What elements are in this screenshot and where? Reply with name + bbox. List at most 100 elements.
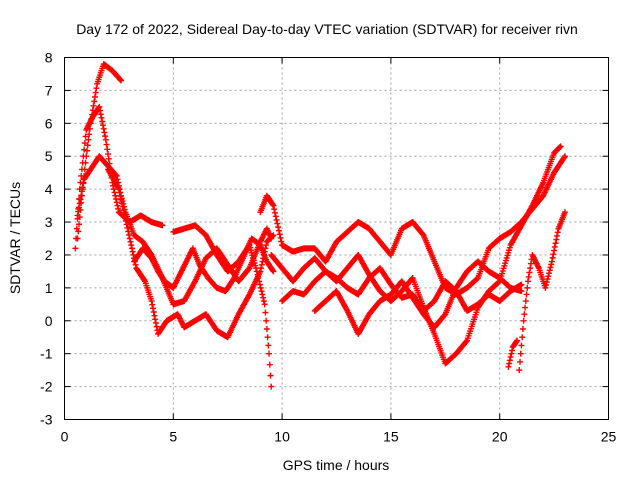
data-point-marker [271,206,278,213]
data-point-marker [267,372,274,379]
data-point-marker [112,192,119,199]
series-track-6 [170,222,275,390]
data-point-marker [270,268,277,275]
data-point-marker [97,111,104,118]
data-point-marker [556,144,563,151]
data-point-marker [100,125,107,132]
data-point-marker [141,277,148,284]
data-point-marker [77,196,84,203]
data-point-marker [127,238,134,245]
data-point-marker [123,221,130,228]
data-point-marker [78,192,85,199]
data-point-marker [561,153,568,160]
y-tick-label: -1 [40,346,53,362]
series-track-11 [505,337,521,370]
data-point-marker [524,284,531,291]
series-track-1 [74,61,125,242]
data-point-marker [518,342,525,349]
data-point-marker [255,274,262,281]
data-point-marker [506,357,513,364]
data-point-marker [119,200,126,207]
data-point-marker [99,122,106,129]
data-point-marker [548,261,555,268]
data-point-marker [263,242,270,249]
data-point-marker [277,234,284,241]
data-point-marker [551,243,558,250]
series-track-4 [105,166,277,341]
data-point-marker [550,251,557,258]
data-point-marker [269,201,276,208]
data-point-marker [257,284,264,291]
data-point-marker [519,334,526,341]
data-point-marker [148,298,155,305]
x-tick-label: 5 [169,429,177,445]
data-point-marker [91,98,98,105]
data-point-marker [76,200,83,207]
data-point-marker [561,209,568,216]
data-point-marker [525,273,532,280]
data-point-marker [124,224,131,231]
data-point-marker [516,367,523,374]
data-point-marker [119,203,126,210]
data-point-marker [91,93,98,100]
data-point-marker [553,236,560,243]
data-point-marker [261,301,268,308]
data-point-marker [126,231,133,238]
grid-layer [64,57,609,420]
data-point-marker [506,360,513,367]
x-tick-label: 0 [61,429,69,445]
data-point-marker [105,155,112,162]
data-point-marker [102,136,109,143]
data-point-marker [508,350,515,357]
data-point-marker [522,304,529,311]
data-point-marker [153,323,160,330]
data-point-marker [128,242,135,249]
data-point-marker [505,363,512,370]
data-point-marker [256,278,263,285]
series-track-10 [311,258,525,337]
data-point-marker [258,261,265,268]
data-point-marker [259,291,266,298]
data-point-marker [105,151,112,158]
data-point-marker [96,103,103,110]
data-point-marker [527,260,534,267]
data-point-marker [79,184,86,191]
data-point-marker [118,196,125,203]
data-point-marker [78,172,85,179]
data-point-marker [99,118,106,125]
data-point-marker [103,141,110,148]
data-point-marker [77,179,84,186]
data-point-marker [79,159,86,166]
data-point-marker [509,347,516,354]
data-point-marker [260,298,267,305]
data-point-marker [270,202,277,209]
data-point-marker [266,350,273,357]
data-point-marker [81,146,88,153]
data-point-marker [115,205,122,212]
data-point-marker [159,222,166,229]
data-point-marker [524,278,531,285]
data-point-marker [260,294,267,301]
data-point-marker [128,245,135,252]
data-point-marker [112,196,119,203]
data-point-marker [518,281,525,288]
data-point-marker [276,231,283,238]
data-point-marker [81,140,88,147]
data-point-marker [73,235,80,242]
data-point-marker [93,85,100,92]
data-point-marker [507,353,514,360]
data-point-marker [74,212,81,219]
data-point-marker [527,265,534,272]
data-point-marker [122,217,129,224]
data-point-marker [522,298,529,305]
x-tick-label: 25 [601,429,617,445]
data-point-marker [278,238,285,245]
data-point-marker [254,271,261,278]
data-point-marker [258,265,265,272]
data-point-marker [114,202,121,209]
y-axis-label: SDTVAR / TECUs [7,182,23,294]
data-point-marker [82,133,89,140]
data-point-marker [269,267,276,274]
data-point-marker [519,326,526,332]
